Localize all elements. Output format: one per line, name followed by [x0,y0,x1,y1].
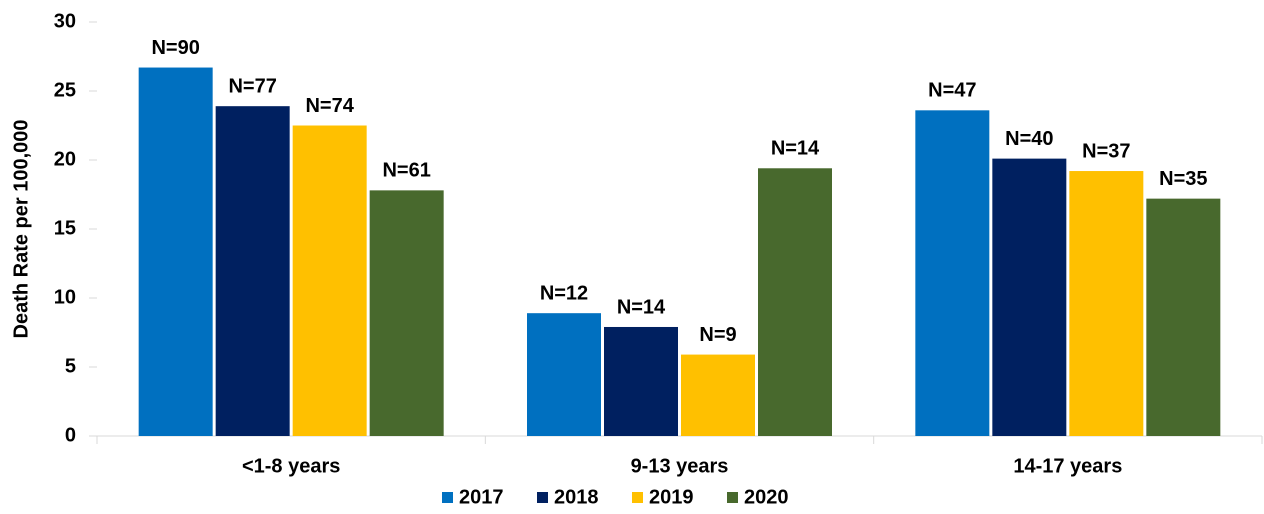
bar [292,125,367,436]
y-tick-label: 20 [54,148,76,170]
bar [138,67,213,436]
y-tick-label: 25 [54,79,76,101]
bar [604,326,678,436]
bar [758,168,832,436]
legend-label: 2018 [554,486,599,508]
data-label: N=90 [151,37,199,59]
y-tick-label: 5 [65,355,76,377]
legend-label: 2020 [744,486,789,508]
y-tick-label: 15 [54,217,76,239]
data-label: N=77 [228,75,276,97]
bar [215,106,290,437]
legend-swatch [537,492,548,503]
data-label: N=35 [1159,168,1207,190]
data-label: N=14 [771,138,820,160]
bar [369,190,444,436]
y-axis-label: Death Rate per 100,000 [10,119,32,338]
bar [1146,198,1221,436]
legend-label: 2017 [459,486,504,508]
bar [992,158,1067,436]
bar [1069,171,1144,437]
y-tick-label: 0 [65,424,76,446]
legend-swatch [632,492,643,503]
data-label: N=12 [540,282,588,304]
data-label: N=37 [1082,140,1130,162]
legend-swatch [727,492,738,503]
data-label: N=74 [305,95,354,117]
data-label: N=40 [1005,128,1053,150]
bar [915,110,990,436]
x-tick-label: 14-17 years [1013,455,1122,477]
data-label: N=14 [617,296,666,318]
bar [527,313,601,436]
x-tick-label: 9-13 years [631,455,729,477]
x-tick-label: <1-8 years [242,455,340,477]
data-label: N=47 [928,80,976,102]
data-label: N=61 [382,160,430,182]
bar [681,354,755,436]
y-tick-label: 10 [54,286,76,308]
legend-label: 2019 [649,486,694,508]
y-tick-label: 30 [54,10,76,32]
legend-swatch [442,492,453,503]
data-label: N=9 [699,324,736,346]
